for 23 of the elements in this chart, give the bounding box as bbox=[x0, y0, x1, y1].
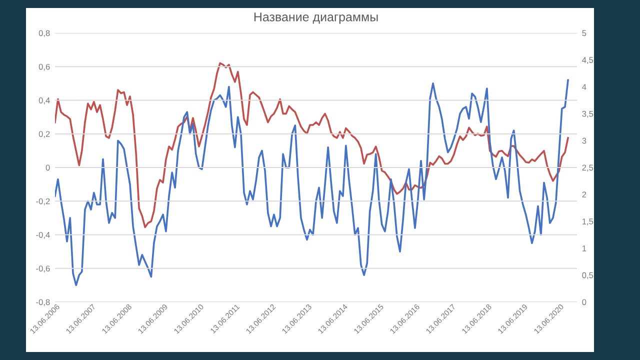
y-tick-label: 0 bbox=[46, 164, 50, 171]
y-tick-label: 0,4 bbox=[38, 97, 50, 104]
line-series bbox=[55, 79, 569, 286]
y-tick-label: 0,2 bbox=[38, 131, 50, 138]
line-series bbox=[55, 62, 569, 228]
y2-tick-label: 4,5 bbox=[582, 57, 594, 64]
chart-title: Название диаграммы bbox=[254, 12, 378, 24]
y-tick-label: -0,4 bbox=[36, 232, 50, 239]
y2-tick-label: 5 bbox=[582, 30, 586, 36]
y2-tick-label: 2,5 bbox=[582, 164, 594, 172]
y-tick-label: -0,6 bbox=[36, 266, 50, 272]
y-tick-label: -0,2 bbox=[36, 198, 50, 206]
y2-tick-label: 3,5 bbox=[582, 110, 594, 118]
y-tick-label: -0,8 bbox=[36, 299, 50, 306]
y2-tick-label: 1 bbox=[582, 245, 586, 252]
y-tick-label: 0,8 bbox=[38, 30, 50, 38]
y2-tick-label: 0,5 bbox=[582, 272, 594, 280]
y2-tick-label: 4 bbox=[582, 84, 586, 90]
y2-tick-label: 0 bbox=[582, 299, 586, 306]
y-tick-label: 0,6 bbox=[38, 64, 50, 71]
y2-tick-label: 3 bbox=[582, 138, 586, 144]
y2-tick-label: 1,5 bbox=[582, 218, 594, 226]
y2-tick-label: 2 bbox=[582, 192, 586, 198]
